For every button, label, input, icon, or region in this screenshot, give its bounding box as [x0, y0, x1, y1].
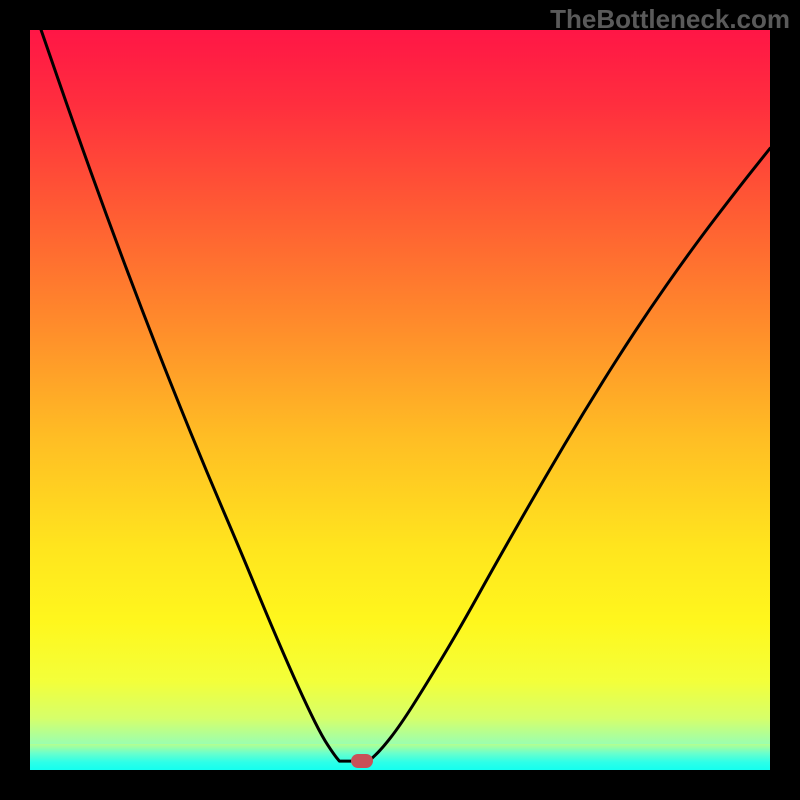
plot-area [30, 30, 770, 770]
optimal-point-marker [351, 754, 373, 768]
watermark-text: TheBottleneck.com [550, 4, 790, 35]
curve-layer [30, 30, 770, 770]
chart-container: TheBottleneck.com [0, 0, 800, 800]
bottleneck-curve [41, 30, 770, 761]
